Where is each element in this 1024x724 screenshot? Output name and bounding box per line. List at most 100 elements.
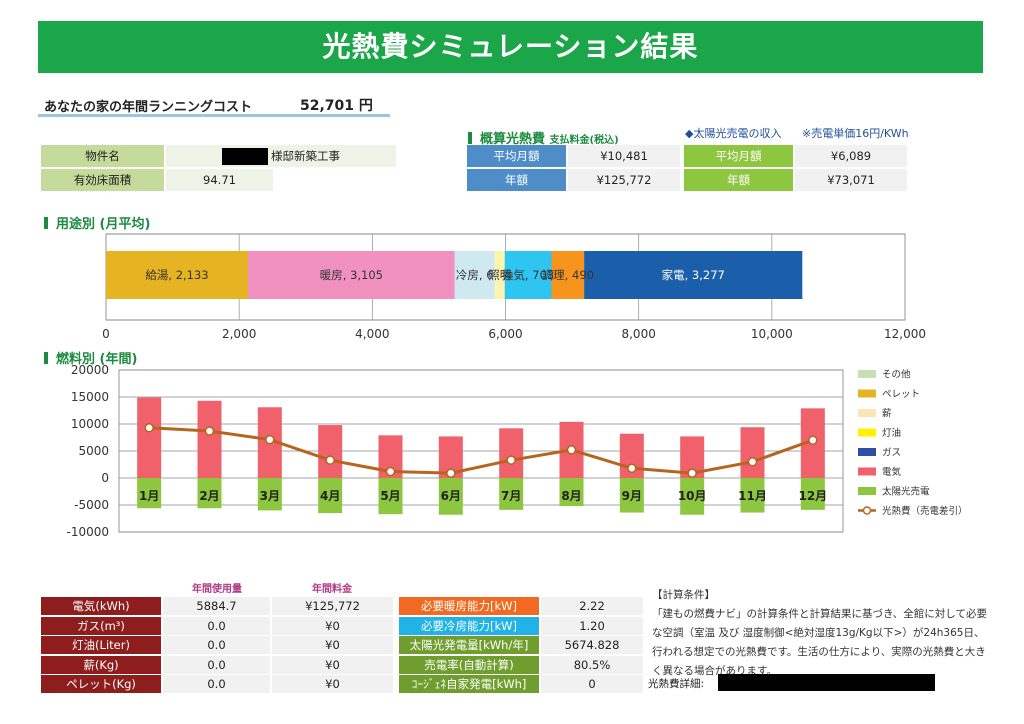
fuel-usage-value: 0.0 [163, 675, 270, 693]
data-label: 照明 [488, 268, 511, 282]
x-tick-label: 10,000 [751, 327, 793, 341]
bar-solar [680, 478, 705, 515]
x-tick-label: 12,000 [884, 327, 926, 341]
fuel-chart-title: 燃料別 (年間) [44, 348, 137, 367]
line-point [144, 423, 154, 433]
spec-label: 太陽光発電量[kWh/年] [399, 636, 539, 654]
legend-swatch [858, 467, 876, 476]
y-tick-label: 5000 [78, 444, 109, 458]
bar-segment [551, 251, 585, 299]
bar-electricity [318, 425, 343, 478]
bar-solar [619, 478, 644, 513]
bar-solar [559, 478, 584, 507]
running-cost-underline [38, 114, 390, 117]
x-tick-label: 2,000 [222, 327, 256, 341]
legend-swatch [858, 487, 876, 495]
legend-swatch [862, 506, 872, 515]
estimate-annual-value: ¥125,772 [568, 169, 680, 191]
bar-segment [106, 251, 249, 299]
estimate-title: 概算光熱費 支払料金(税込) [468, 128, 619, 147]
bar-solar [378, 478, 403, 515]
line-point [325, 455, 335, 465]
fuel-label: 灯油(Liter) [41, 636, 161, 654]
legend-label: 薪 [882, 408, 892, 420]
data-label: 家電, 3,277 [662, 268, 725, 282]
bar-segment [248, 251, 455, 299]
category-label: 7月 [501, 489, 521, 503]
spec-label: 売電率(自動計算) [399, 655, 539, 674]
estimate-subtitle: 支払料金(税込) [549, 135, 619, 146]
category-label: 5月 [380, 489, 400, 503]
estimate-monthly-label: 平均月額 [467, 145, 566, 167]
floor-area-label: 有効床面積 [41, 169, 164, 191]
fuel-chart-title-text: 燃料別 (年間) [56, 352, 138, 367]
category-label: 1月 [139, 489, 159, 503]
solar-title: ◆太陽光売電の収入 [685, 127, 782, 140]
solar-note: ※売電単価16円/KWh [802, 127, 909, 140]
spec-value: 0 [541, 675, 643, 693]
legend-label: 太陽光売電 [882, 486, 930, 498]
estimate-annual-label: 年額 [467, 169, 566, 191]
title-marker [468, 132, 472, 144]
estimate-monthly-value: ¥10,481 [568, 145, 680, 167]
legend-label: 灯油 [882, 427, 901, 439]
legend-swatch [858, 370, 876, 378]
category-label: 9月 [622, 489, 642, 503]
calculation-notes: 【計算条件】 「建もの燃費ナビ」の計算条件と計算結果に基づき、全館に対して必要な… [652, 586, 987, 681]
bar-segment [504, 251, 552, 299]
fuel-label: 薪(Kg) [41, 655, 161, 674]
data-label: 給湯, 2,133 [145, 268, 208, 282]
category-label: 4月 [320, 489, 340, 503]
spec-value: 1.20 [541, 616, 643, 635]
redaction-block [222, 147, 268, 165]
category-label: 11月 [738, 489, 767, 503]
line-point [385, 466, 396, 477]
line-point [506, 455, 516, 465]
page-title: 光熱費シミュレーション結果 [38, 21, 983, 73]
property-name-cell: 様邸新築工事 [166, 145, 396, 167]
bar-solar [318, 478, 343, 514]
spec-label: 必要冷房能力[kW] [399, 616, 539, 635]
usage-stacked-bar-chart: 0 2,000 4,000 6,000 8,000 10,000 12,000 給湯, 2,1… [102, 233, 926, 341]
category-label: 6月 [441, 489, 461, 503]
y-tick-label: -10000 [66, 525, 109, 539]
legend-label: 光熱費（売電差引） [882, 505, 968, 517]
legend-swatch [858, 409, 876, 417]
bar-solar [800, 478, 825, 510]
title-marker [44, 217, 48, 229]
usage-chart-title: 用途別 (月平均) [44, 213, 150, 232]
x-tick-label: 4,000 [355, 327, 389, 341]
fuel-usage-value: 0.0 [163, 636, 270, 654]
y-tick-label: 20000 [71, 363, 109, 377]
estimate-title-text: 概算光熱費 [480, 132, 546, 147]
fuel-cost-value: ¥0 [272, 636, 393, 654]
line-point [687, 468, 697, 478]
y-tick-label: 10000 [71, 417, 109, 431]
fuel-cost-value: ¥0 [272, 616, 393, 635]
spec-label: ｺｰｼﾞｪﾈ自家発電[kWh] [399, 675, 539, 693]
fuel-usage-value: 0.0 [163, 616, 270, 635]
cost-column-header: 年間料金 [312, 584, 352, 595]
usage-chart-title-text: 用途別 (月平均) [56, 217, 151, 232]
fuel-cost-value: ¥125,772 [272, 597, 393, 615]
line-series [149, 426, 814, 475]
y-tick-label: -5000 [74, 498, 109, 512]
running-cost-label: あなたの家の年間ランニングコスト [44, 100, 253, 115]
running-cost-value: 52,701 円 [300, 98, 373, 114]
redaction-block [718, 674, 935, 691]
bar-solar [137, 478, 162, 509]
solar-monthly-label: 平均月額 [684, 145, 793, 167]
fuel-cost-value: ¥0 [272, 655, 393, 674]
fuel-label: ペレット(Kg) [41, 675, 161, 693]
bar-solar [197, 478, 222, 509]
legend-swatch [858, 448, 876, 456]
bar-segment [584, 251, 803, 299]
x-tick-label: 6,000 [488, 327, 522, 341]
notes-body: 「建もの燃費ナビ」の計算条件と計算結果に基づき、全館に対して必要な空調（室温 及… [652, 608, 987, 677]
bar-segment [454, 251, 495, 299]
line-point [747, 457, 758, 467]
legend-label: その他 [882, 369, 911, 381]
spec-value: 5674.828 [541, 636, 643, 654]
property-name-value: 様邸新築工事 [271, 149, 340, 163]
bar-segment [494, 251, 505, 299]
